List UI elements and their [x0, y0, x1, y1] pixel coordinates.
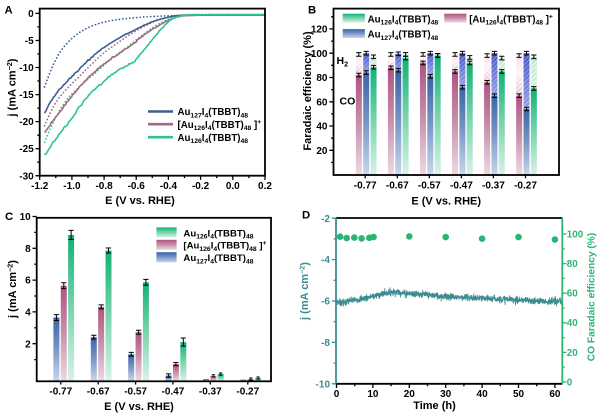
svg-text:-15: -15: [19, 90, 34, 101]
svg-text:[Au126​I4​(TBBT)48​ ]+​: [Au126​I4​(TBBT)48​ ]+​: [183, 240, 266, 253]
svg-text:Au127​I4​(TBBT)48​: Au127​I4​(TBBT)48​: [183, 253, 253, 265]
svg-text:20: 20: [567, 348, 578, 359]
svg-text:60: 60: [316, 97, 328, 108]
svg-text:-4: -4: [321, 255, 330, 266]
svg-text:Faradaic efficiency (%): Faradaic efficiency (%): [302, 31, 314, 151]
svg-text:0.2: 0.2: [258, 181, 272, 192]
svg-text:-20: -20: [19, 117, 34, 128]
svg-text:-10: -10: [316, 379, 331, 390]
svg-text:Au126​I4​(TBBT)48​: Au126​I4​(TBBT)48​: [183, 228, 253, 240]
svg-text:10: 10: [367, 389, 379, 400]
svg-text:Au126​I4​(TBBT)48​: Au126​I4​(TBBT)48​: [368, 14, 439, 26]
svg-text:20: 20: [316, 146, 328, 157]
svg-text:-1.0: -1.0: [63, 181, 81, 192]
svg-text:A: A: [5, 5, 13, 17]
svg-text:-1.2: -1.2: [31, 181, 49, 192]
svg-text:60: 60: [549, 389, 561, 400]
svg-text:-0.77: -0.77: [49, 387, 72, 398]
svg-text:Time (h): Time (h): [413, 400, 456, 412]
svg-text:4: 4: [25, 308, 31, 319]
svg-text:8: 8: [25, 244, 31, 255]
svg-text:-5: -5: [25, 36, 34, 47]
svg-text:[Au126​I4​(TBBT)48​ ]+​: [Au126​I4​(TBBT)48​ ]+​: [178, 119, 262, 132]
svg-text:60: 60: [567, 289, 578, 300]
svg-text:2: 2: [25, 339, 31, 350]
svg-text:-2: -2: [321, 214, 330, 225]
svg-text:0: 0: [334, 389, 340, 400]
svg-text:B: B: [308, 5, 316, 17]
svg-text:Au127​I4​(TBBT)48​: Au127​I4​(TBBT)48​: [178, 107, 249, 119]
svg-text:-0.2: -0.2: [192, 181, 210, 192]
svg-text:-0.4: -0.4: [160, 181, 178, 192]
svg-text:6: 6: [25, 276, 31, 287]
svg-text:-0.8: -0.8: [95, 181, 113, 192]
svg-text:C: C: [5, 211, 13, 223]
svg-text:10: 10: [20, 212, 32, 223]
svg-text:-25: -25: [19, 144, 34, 155]
svg-text:-0.47: -0.47: [162, 387, 185, 398]
svg-text:E (V vs. RHE): E (V vs. RHE): [411, 196, 481, 208]
svg-text:-30: -30: [19, 171, 34, 182]
svg-text:D: D: [302, 210, 310, 222]
svg-text:-0.37: -0.37: [199, 387, 222, 398]
svg-text:CO: CO: [340, 96, 356, 108]
svg-text:E (V vs. RHE): E (V vs. RHE): [104, 401, 174, 413]
svg-text:Au126​I4​(TBBT)48​: Au126​I4​(TBBT)48​: [178, 133, 249, 145]
svg-text:-0.27: -0.27: [514, 180, 537, 191]
svg-text:120: 120: [311, 25, 328, 36]
svg-text:CO Faradaic efficiency (%): CO Faradaic efficiency (%): [587, 233, 598, 362]
svg-text:-0.37: -0.37: [482, 180, 505, 191]
svg-text:j (mA cm−2​): j (mA cm−2​): [5, 58, 18, 117]
svg-text:E (V vs. RHE): E (V vs. RHE): [105, 195, 175, 207]
svg-text:-0.77: -0.77: [354, 180, 377, 191]
svg-text:-8: -8: [321, 338, 330, 349]
svg-text:0.0: 0.0: [226, 181, 240, 192]
svg-text:40: 40: [567, 318, 578, 329]
svg-text:j (mA cm−2​): j (mA cm−2​): [298, 262, 311, 321]
svg-text:50: 50: [513, 389, 525, 400]
svg-text:j (mA cm−2​): j (mA cm−2​): [6, 260, 19, 319]
svg-text:-0.57: -0.57: [124, 387, 147, 398]
svg-text:20: 20: [404, 389, 416, 400]
svg-text:80: 80: [567, 259, 578, 270]
svg-text:-0.6: -0.6: [128, 181, 146, 192]
svg-text:40: 40: [316, 122, 328, 133]
svg-text:-0.67: -0.67: [87, 387, 110, 398]
svg-text:-0.57: -0.57: [418, 180, 441, 191]
svg-text:-6: -6: [321, 297, 330, 308]
svg-text:[Au126​I4​(TBBT)48​ ]+​: [Au126​I4​(TBBT)48​ ]+​: [469, 14, 553, 27]
svg-text:H2: H2: [337, 55, 349, 68]
svg-text:80: 80: [316, 73, 328, 84]
svg-text:100: 100: [311, 49, 328, 60]
svg-text:-0.67: -0.67: [386, 180, 409, 191]
svg-text:0: 0: [28, 9, 34, 20]
svg-text:0: 0: [567, 377, 573, 388]
svg-text:100: 100: [567, 229, 584, 240]
svg-text:-0.27: -0.27: [236, 387, 259, 398]
svg-text:-10: -10: [19, 63, 34, 74]
svg-text:30: 30: [440, 389, 452, 400]
svg-text:Au127​I4​(TBBT)48​: Au127​I4​(TBBT)48​: [368, 30, 439, 42]
svg-text:-0.47: -0.47: [450, 180, 473, 191]
svg-text:40: 40: [477, 389, 489, 400]
